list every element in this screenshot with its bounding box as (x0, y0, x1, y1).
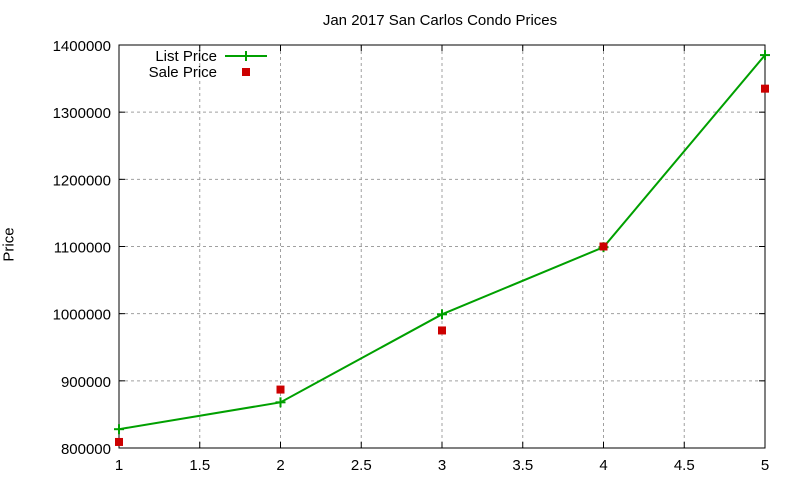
x-tick-label: 5 (761, 457, 769, 474)
square-marker (438, 326, 446, 335)
square-marker (276, 385, 285, 394)
legend-label: List Price (155, 48, 217, 65)
plot-border (118, 44, 766, 449)
data-series (114, 50, 770, 446)
y-tick-label: 800000 (61, 441, 111, 458)
y-tick-label: 1100000 (54, 240, 111, 257)
square-marker (761, 84, 769, 93)
grid-lines (119, 45, 765, 448)
x-tick-label: 2.5 (351, 457, 372, 474)
y-tick-label: 1000000 (53, 307, 111, 324)
y-tick-label: 900000 (61, 374, 111, 391)
legend-label: Sale Price (149, 64, 217, 81)
x-tick-label: 1.5 (189, 457, 210, 474)
x-tick-label: 4.5 (674, 457, 695, 474)
x-tick-label: 3 (438, 457, 446, 474)
chart-title: Jan 2017 San Carlos Condo Prices (322, 12, 558, 29)
y-tick-label: 1400000 (53, 38, 111, 55)
x-tick-label: 3.5 (512, 457, 533, 474)
x-tick-label: 1 (115, 457, 123, 474)
tick-labels: 1 1.5 2 2.5 3 3.5 4 4.5 5 800000 900000 1000000 1100… (53, 38, 770, 474)
square-marker (242, 68, 250, 76)
square-marker (599, 242, 608, 251)
axes (118, 44, 766, 449)
y-tick-label: 1200000 (53, 172, 111, 189)
series-sale-price (115, 84, 769, 446)
y-tick-label: 1300000 (53, 105, 111, 122)
square-marker (115, 437, 123, 446)
x-tick-label: 4 (599, 457, 607, 474)
x-tick-label: 2 (276, 457, 284, 474)
